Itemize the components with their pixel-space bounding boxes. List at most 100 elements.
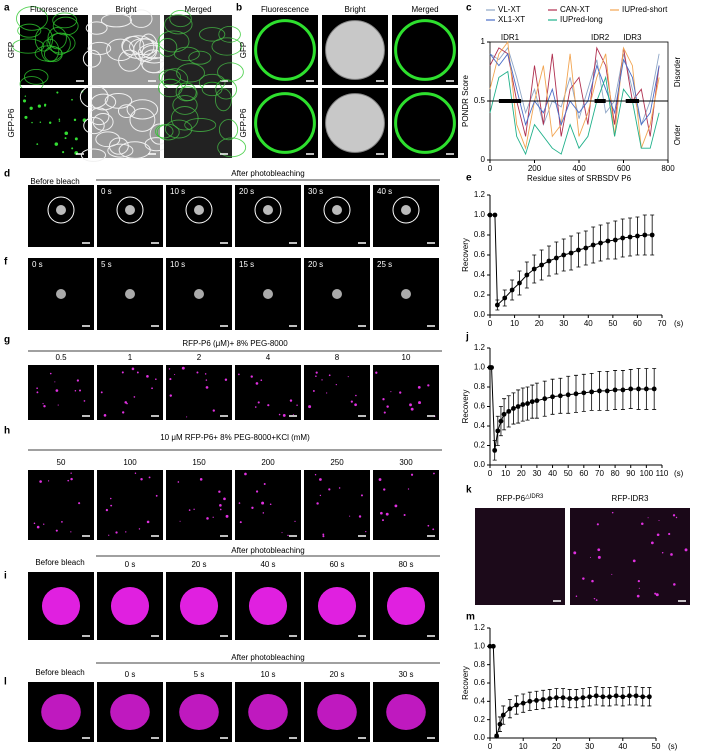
data-point (494, 733, 500, 739)
cell-outline (126, 99, 159, 120)
speck (289, 399, 293, 402)
granule (125, 205, 135, 215)
speck (54, 142, 59, 146)
idr-label: IDR3 (623, 33, 642, 42)
speck (54, 381, 56, 383)
speck (654, 592, 657, 595)
chart: 0 0.5 1 0 200 400 600 800 PONDR Score Residue sit… (461, 5, 682, 183)
speck (115, 531, 118, 534)
tile-label: 0.5 (55, 353, 67, 362)
x-axis-unit: (s) (668, 742, 678, 751)
data-point (527, 698, 533, 704)
speck (48, 121, 52, 124)
superscript: △IDR3 (525, 494, 544, 500)
tile-label: 100 (123, 458, 137, 467)
series-line (490, 367, 655, 451)
overlay (164, 88, 232, 158)
data-point (531, 266, 537, 272)
data-point (620, 235, 626, 241)
cell-outline (169, 10, 192, 28)
column-head: Fluorescence (30, 5, 79, 14)
granule (263, 205, 273, 215)
y-tick-label: 0 (481, 155, 486, 164)
speck (410, 407, 414, 411)
droplet (41, 694, 81, 730)
protoplast (394, 92, 456, 154)
y-tick-label: 0.6 (474, 678, 486, 687)
cell-outline (34, 27, 54, 52)
droplet (248, 694, 288, 730)
speck (355, 394, 357, 397)
cell-outline (88, 107, 110, 126)
panel-label: j (465, 332, 469, 343)
data-point (620, 387, 626, 393)
speck (205, 379, 208, 381)
speck (427, 384, 430, 387)
speck (188, 509, 191, 511)
speck (29, 106, 33, 110)
legend-label: IUPred-long (560, 15, 603, 24)
speck (294, 520, 296, 522)
tile-label: 30 s (398, 670, 413, 679)
time-label: 0 s (101, 187, 112, 196)
speck (134, 472, 137, 474)
speck (417, 386, 421, 389)
speck (49, 372, 52, 375)
data-point (633, 693, 639, 699)
speck (238, 373, 240, 376)
micrograph (373, 185, 439, 247)
speck (661, 552, 664, 554)
data-point (501, 411, 507, 417)
micrograph (20, 15, 88, 85)
x-tick-label: 80 (611, 469, 620, 478)
cell-outline (201, 81, 223, 97)
tile-label: 20 s (329, 670, 344, 679)
speck (146, 520, 150, 524)
bleach-roi (392, 196, 420, 224)
speck (670, 553, 673, 556)
data-point (495, 428, 501, 434)
droplet (386, 694, 426, 730)
speck (74, 137, 78, 141)
x-tick-label: 50 (564, 469, 573, 478)
side-label: Disorder (673, 57, 682, 88)
y-tick-label: 0.4 (474, 696, 486, 705)
x-tick-label: 10 (501, 469, 510, 478)
y-axis-label: PONDR Score (461, 74, 470, 127)
speck (409, 403, 412, 407)
data-point (613, 693, 619, 699)
time-label: 30 s (308, 187, 323, 196)
speck (410, 473, 414, 476)
speck (312, 390, 315, 392)
x-tick-label: 0 (488, 164, 493, 173)
x-tick-label: 400 (572, 164, 586, 173)
speck (281, 532, 283, 534)
after-label: After photobleaching (231, 653, 304, 662)
speck (427, 524, 430, 527)
x-tick-label: 0 (488, 319, 493, 328)
y-tick-label: 1.0 (474, 363, 486, 372)
tile-label: 150 (192, 458, 206, 467)
data-point (487, 643, 493, 649)
cell-outline (133, 38, 158, 62)
micrograph (392, 88, 458, 158)
panel-label: b (236, 3, 242, 14)
x-tick-label: 90 (626, 469, 635, 478)
y-tick-label: 1.0 (474, 641, 486, 650)
construct: RFP-P6 (497, 494, 526, 503)
cell-outline (214, 88, 232, 112)
micrograph (28, 365, 94, 420)
speck (37, 104, 41, 108)
speck (239, 521, 242, 524)
x-tick-label: 800 (661, 164, 675, 173)
x-tick-label: 200 (528, 164, 542, 173)
data-point (507, 706, 513, 712)
speck (55, 529, 58, 532)
speck (591, 579, 594, 583)
y-tick-label: 0.0 (474, 310, 486, 319)
cell-outline (95, 131, 121, 148)
speck (315, 371, 318, 374)
data-point (607, 694, 612, 700)
side-label: Order (673, 124, 682, 145)
